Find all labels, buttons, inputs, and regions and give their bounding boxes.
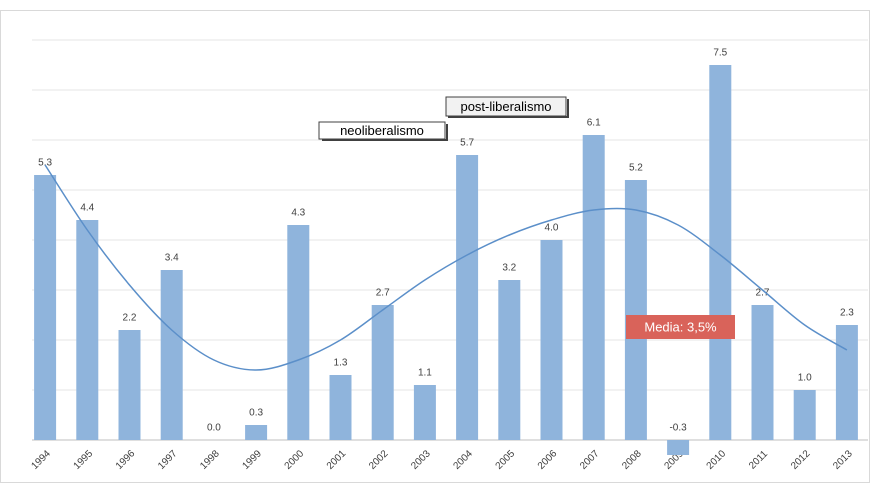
bar — [667, 440, 690, 455]
bar — [498, 280, 521, 440]
x-tick-label: 2013 — [831, 448, 855, 472]
annotation-shadow — [322, 124, 448, 141]
value-label: 4.3 — [291, 208, 305, 219]
x-tick-label: 1995 — [72, 448, 96, 472]
bar — [160, 270, 183, 440]
value-label: 2.7 — [376, 288, 390, 299]
x-tick-label: 1999 — [240, 448, 264, 472]
bar — [245, 425, 268, 440]
bar — [709, 65, 732, 440]
bar — [456, 155, 479, 440]
value-label: 5.2 — [629, 163, 643, 174]
x-tick-label: 2000 — [283, 448, 307, 472]
x-tick-label: 2002 — [367, 448, 391, 472]
value-label: 2.2 — [123, 313, 137, 324]
value-label: 3.2 — [502, 263, 516, 274]
x-tick-label: 2006 — [536, 448, 560, 472]
annotation-shadow — [448, 99, 569, 118]
bar — [582, 135, 605, 440]
x-tick-label: 2004 — [451, 448, 475, 472]
value-label: 1.1 — [418, 368, 432, 379]
x-tick-label: 2010 — [705, 448, 729, 472]
x-tick-label: 2008 — [620, 448, 644, 472]
bar — [34, 175, 57, 440]
value-label: 4.0 — [545, 223, 559, 234]
value-label: 3.4 — [165, 253, 179, 264]
value-label: 4.4 — [80, 203, 94, 214]
x-tick-label: 2005 — [494, 448, 518, 472]
x-tick-label: 2012 — [789, 448, 813, 472]
bar — [751, 305, 774, 440]
value-label: 0.0 — [207, 423, 221, 434]
annotation: neoliberalismo — [340, 123, 424, 138]
value-label: 5.7 — [460, 138, 474, 149]
annotation: Media: 3,5% — [644, 319, 717, 334]
bar — [287, 225, 310, 440]
bar — [793, 390, 816, 440]
x-tick-label: 1994 — [29, 448, 53, 472]
x-tick-label: 1996 — [114, 448, 138, 472]
bar — [329, 375, 352, 440]
x-tick-label: 1997 — [156, 448, 180, 472]
annotation-box — [445, 96, 567, 117]
bar — [413, 385, 436, 440]
value-label: 7.5 — [713, 48, 727, 59]
trend-line — [44, 164, 848, 371]
x-tick-label: 2003 — [409, 448, 433, 472]
bar — [118, 330, 141, 440]
bar — [540, 240, 563, 440]
annotation-box — [626, 315, 735, 339]
value-label: 1.3 — [334, 358, 348, 369]
chart-frame — [0, 10, 870, 483]
value-label: 2.3 — [840, 308, 854, 319]
x-tick-label: 1998 — [198, 448, 222, 472]
annotation: post-liberalismo — [460, 99, 551, 114]
x-tick-label: 2011 — [747, 448, 770, 471]
x-tick-label: 2007 — [578, 448, 602, 472]
x-tick-label: 2001 — [325, 448, 349, 472]
annotation-box — [318, 121, 446, 140]
value-label: 5.3 — [38, 158, 52, 169]
value-label: 0.3 — [249, 408, 263, 419]
bar — [371, 305, 394, 440]
value-label: 6.1 — [587, 118, 601, 129]
bar — [624, 180, 647, 440]
bar — [76, 220, 99, 440]
value-label: -0.3 — [669, 423, 687, 434]
value-label: 2.7 — [756, 288, 770, 299]
bar — [835, 325, 858, 440]
value-label: 1.0 — [798, 373, 812, 384]
